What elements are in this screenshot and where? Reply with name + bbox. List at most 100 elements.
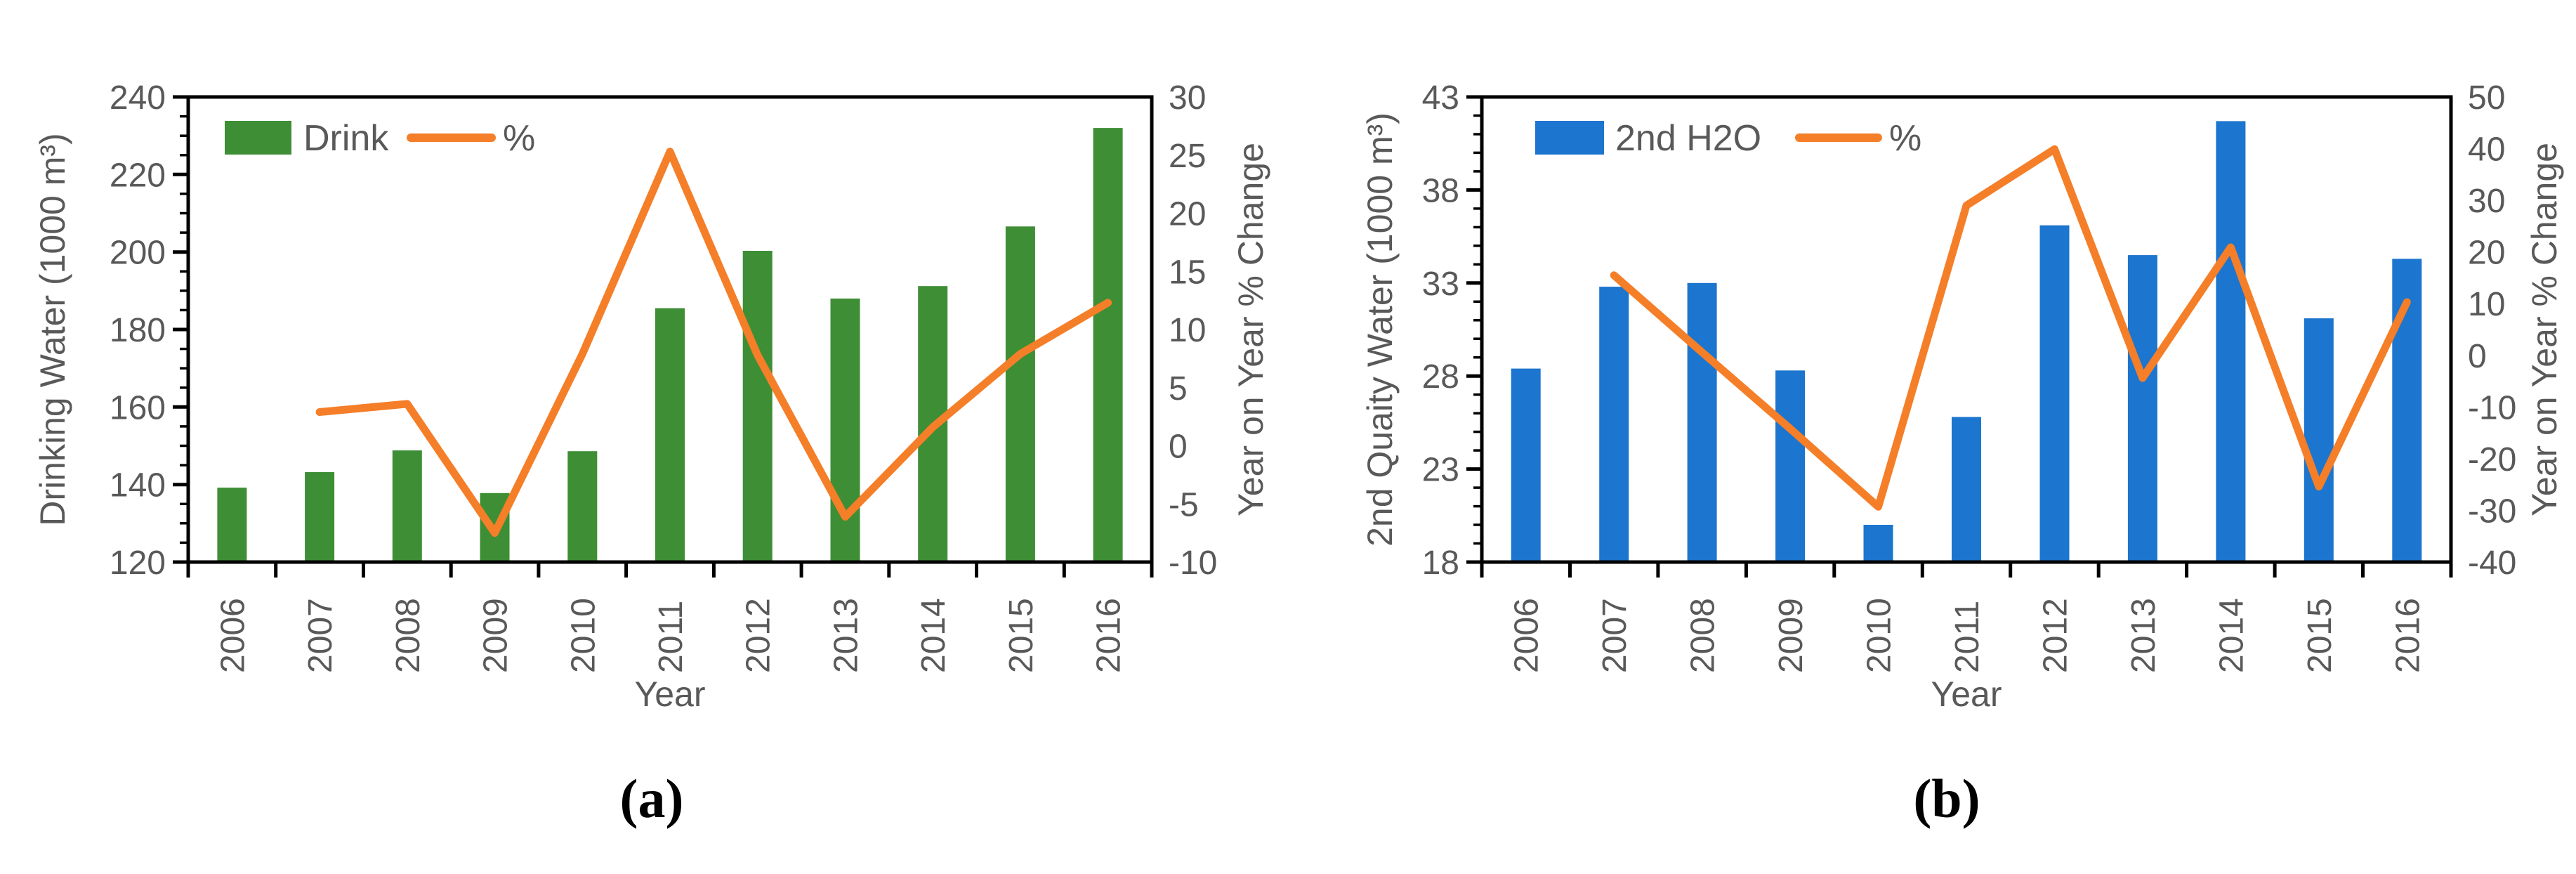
bar-2008 — [392, 450, 422, 562]
bar-2006 — [217, 488, 247, 562]
x-axis-title: Year — [1931, 674, 2002, 714]
x-axis-year-labels: 2006 2007 2008 2009 2010 2011 2012 2013 2014 2015… — [1509, 598, 2427, 673]
year-label-2016: 2016 — [2389, 598, 2426, 673]
caption-a: (a) — [619, 768, 684, 829]
x-axis-title: Year — [634, 674, 705, 714]
legend-bar-label: Drink — [303, 118, 389, 159]
year-label-2012: 2012 — [2037, 598, 2075, 673]
right-tick-label-20: 20 — [1169, 196, 1206, 233]
bar-2013 — [830, 298, 860, 562]
bar-2006 — [1511, 368, 1541, 562]
year-label-2016: 2016 — [1091, 598, 1128, 673]
bar-2007 — [305, 472, 335, 562]
pct-change-line — [315, 148, 1112, 537]
right-tick-label--20: -20 — [2468, 441, 2516, 478]
legend-line-label: % — [1889, 118, 1921, 159]
legend-bar-swatch — [1535, 121, 1604, 155]
right-tick-label--30: -30 — [2468, 493, 2516, 530]
y-tick-label-180: 180 — [110, 312, 166, 349]
year-label-2008: 2008 — [1685, 598, 1722, 673]
left-axis-title: 2nd Quaity Water (1000 m³) — [1360, 112, 1400, 547]
bar-2012 — [2039, 225, 2070, 562]
year-label-2010: 2010 — [565, 598, 602, 673]
y-tick-label-220: 220 — [110, 157, 166, 194]
year-label-2006: 2006 — [214, 598, 251, 673]
right-tick-label-5: 5 — [1169, 370, 1188, 407]
legend: Drink% — [225, 118, 535, 159]
year-label-2008: 2008 — [390, 598, 427, 673]
right-tick-label-15: 15 — [1169, 254, 1206, 291]
right-axis-tick-labels: -10 -5 0 5 10 15 20 25 30 — [1169, 79, 1217, 582]
right-tick-label--10: -10 — [1169, 544, 1217, 582]
y-tick-label-33: 33 — [1422, 266, 1459, 303]
right-tick-label--10: -10 — [2468, 389, 2516, 426]
year-label-2006: 2006 — [1509, 598, 1546, 673]
year-label-2011: 2011 — [1949, 601, 1986, 673]
year-label-2011: 2011 — [652, 601, 690, 673]
y-tick-label-160: 160 — [110, 389, 166, 426]
right-tick-label-30: 30 — [1169, 79, 1206, 117]
right-tick-label-20: 20 — [2468, 235, 2505, 272]
y-tick-label-18: 18 — [1422, 544, 1459, 582]
year-label-2012: 2012 — [740, 598, 777, 673]
y-tick-label-200: 200 — [110, 235, 166, 272]
bar-2010 — [567, 451, 598, 562]
chart-a-drinking-water: 120 140 160 180 200 220 240 -10 -5 0 5 10 15 20 25 30 20… — [33, 79, 1270, 714]
bar-2008 — [1687, 282, 1717, 562]
bar-2010 — [1863, 525, 1893, 562]
x-axis-year-labels: 2006 2007 2008 2009 2010 2011 2012 2013 2014 2015… — [214, 598, 1127, 673]
legend-line-label: % — [503, 118, 535, 159]
x-axis-ticks — [1480, 562, 2453, 578]
right-tick-label-40: 40 — [2468, 131, 2505, 169]
bar-2009 — [1775, 370, 1806, 562]
right-tick-label-0: 0 — [1169, 429, 1188, 466]
year-label-2009: 2009 — [478, 598, 515, 673]
pct-change-line — [1610, 145, 2411, 511]
y-tick-label-43: 43 — [1422, 79, 1459, 117]
year-label-2007: 2007 — [1596, 598, 1634, 673]
year-label-2014: 2014 — [915, 598, 952, 673]
right-tick-label-30: 30 — [2468, 183, 2505, 220]
bar-2015 — [1005, 226, 1035, 562]
right-tick-label-10: 10 — [1169, 312, 1206, 349]
y-tick-label-38: 38 — [1422, 172, 1459, 209]
year-label-2015: 2015 — [2301, 598, 2339, 673]
y-tick-label-120: 120 — [110, 544, 166, 582]
year-label-2013: 2013 — [828, 598, 865, 673]
left-axis-title: Drinking Water (1000 m³) — [33, 133, 72, 526]
y-tick-label-28: 28 — [1422, 358, 1459, 396]
bar-2012 — [742, 251, 773, 562]
right-tick-label--40: -40 — [2468, 544, 2516, 582]
y-axis-tick-labels: 120 140 160 180 200 220 240 — [110, 79, 166, 582]
right-tick-label-0: 0 — [2468, 338, 2487, 375]
right-tick-label-50: 50 — [2468, 79, 2505, 117]
bar-2011 — [1952, 417, 1981, 562]
right-tick-label-25: 25 — [1169, 138, 1206, 175]
legend-bar-swatch — [225, 121, 291, 155]
year-label-2010: 2010 — [1861, 598, 1898, 673]
bar-series-2nd H2O — [1511, 121, 2422, 562]
y-axis-ticks — [1466, 95, 1482, 564]
plot-frame — [1480, 95, 2453, 564]
year-label-2007: 2007 — [302, 598, 339, 673]
caption-b: (b) — [1913, 768, 1980, 829]
bar-2014 — [2216, 121, 2246, 562]
y-tick-label-140: 140 — [110, 467, 166, 504]
bar-2016 — [1093, 128, 1123, 563]
bar-2011 — [655, 308, 685, 562]
year-label-2014: 2014 — [2213, 598, 2250, 673]
y-axis-tick-labels: 18 23 28 33 38 43 — [1422, 79, 1459, 582]
bar-series-Drink — [217, 128, 1123, 563]
y-tick-label-23: 23 — [1422, 452, 1459, 489]
year-label-2009: 2009 — [1773, 598, 1810, 673]
legend-bar-label: 2nd H2O — [1615, 118, 1761, 159]
y-axis-ticks — [173, 95, 188, 564]
right-tick-label--5: -5 — [1169, 486, 1199, 523]
year-label-2015: 2015 — [1003, 598, 1040, 673]
y-tick-label-240: 240 — [110, 79, 166, 117]
bar-2013 — [2127, 255, 2157, 562]
right-axis-tick-labels: -40 -30 -20 -10 0 10 20 30 40 50 — [2468, 79, 2516, 582]
legend: 2nd H2O% — [1535, 118, 1921, 159]
right-axis-title: Year on Year % Change — [1231, 143, 1270, 516]
